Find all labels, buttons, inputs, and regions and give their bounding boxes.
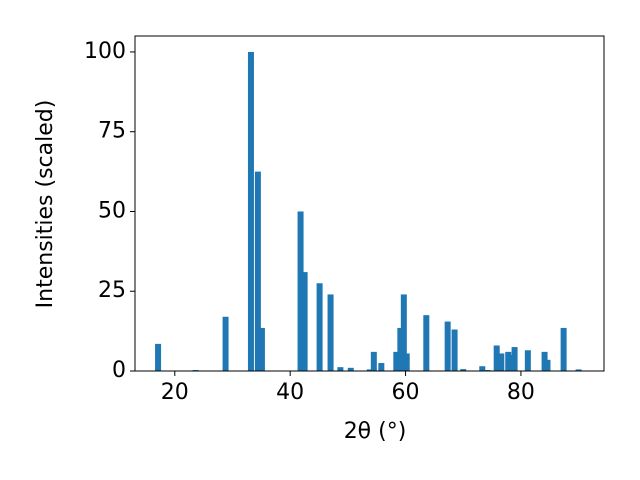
x-tick-label: 60	[392, 380, 420, 405]
bar	[507, 355, 514, 371]
bar	[544, 359, 551, 371]
bar	[393, 351, 400, 371]
bar	[451, 329, 458, 371]
bar	[511, 347, 518, 371]
bar	[247, 51, 254, 371]
bar	[479, 366, 486, 371]
y-tick-label: 75	[98, 119, 126, 144]
bar	[316, 283, 323, 371]
bar	[370, 351, 377, 371]
bar	[400, 294, 407, 371]
x-tick-label: 40	[276, 380, 304, 405]
bar	[297, 211, 304, 371]
bar	[258, 327, 265, 371]
bar	[493, 345, 500, 371]
y-tick-label: 100	[84, 39, 126, 64]
y-tick-label: 25	[98, 278, 126, 303]
x-tick-label: 20	[161, 380, 189, 405]
bar	[254, 171, 261, 371]
bar	[378, 363, 385, 371]
bar	[575, 369, 582, 371]
bar	[524, 350, 531, 371]
bar	[301, 272, 308, 371]
bar	[366, 369, 373, 371]
y-axis-label: Intensities (scaled)	[33, 100, 58, 309]
bar	[403, 353, 410, 371]
y-tick-label: 50	[98, 198, 126, 223]
y-tick-label: 0	[112, 358, 126, 383]
bar	[397, 327, 404, 371]
bar	[327, 294, 334, 371]
plot-frame	[134, 35, 605, 372]
bar	[222, 316, 229, 371]
bar	[498, 353, 505, 371]
bar	[560, 327, 567, 371]
bar	[444, 321, 451, 371]
bar	[460, 369, 467, 371]
bar	[337, 367, 344, 371]
bar	[347, 367, 354, 371]
bar	[155, 343, 162, 371]
x-axis-label: 2θ (°)	[344, 419, 407, 444]
x-tick-label: 80	[507, 380, 535, 405]
bar	[423, 315, 430, 371]
